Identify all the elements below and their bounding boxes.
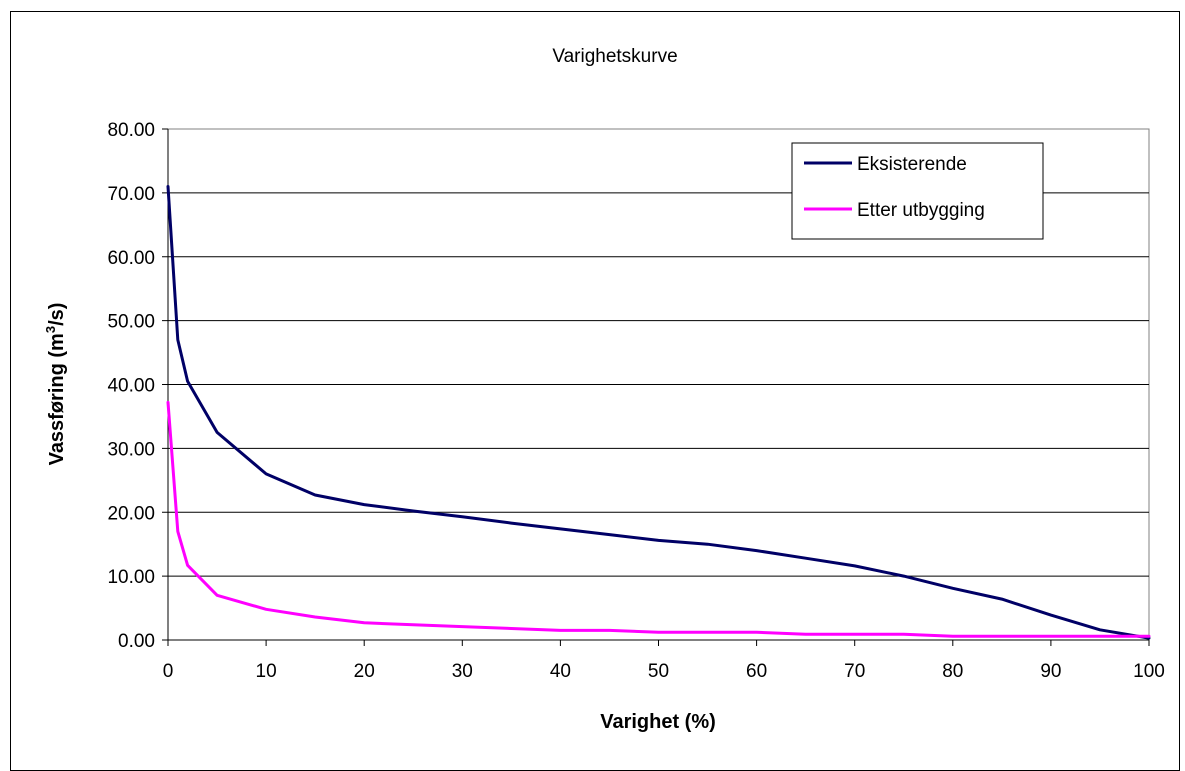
- series-line-1: [166, 400, 1151, 638]
- y-axis-title: Vassføring (m3/s): [43, 303, 68, 466]
- x-tick-label-3: 30: [452, 661, 473, 682]
- x-tick-label-6: 60: [746, 661, 767, 682]
- chart-frame: Varighetskurve 0.00 10.00 20.00 30.00 40.00 5…: [10, 11, 1180, 771]
- x-tick-label-4: 40: [550, 661, 571, 682]
- y-tick-label-3: 30.00: [107, 439, 155, 460]
- y-tick-label-7: 70.00: [107, 184, 155, 205]
- legend-label-eksisterende: Eksisterende: [857, 154, 967, 175]
- y-tick-label-6: 60.00: [107, 248, 155, 269]
- x-tick-label-8: 80: [942, 661, 963, 682]
- y-axis-title-main: Vassføring (m: [46, 333, 68, 465]
- y-tick-label-8: 80.00: [107, 120, 155, 141]
- y-tick-label-2: 20.00: [107, 503, 155, 524]
- series-lines: [166, 185, 1151, 640]
- chart-title: Varighetskurve: [552, 46, 677, 67]
- y-axis-title-tail: /s): [46, 303, 68, 326]
- x-tick-label-7: 70: [844, 661, 865, 682]
- legend-label-etter-utbygging: Etter utbygging: [857, 200, 985, 221]
- legend: Eksisterende Etter utbygging: [791, 142, 1044, 240]
- x-axis-title: Varighet (%): [600, 711, 716, 733]
- legend-box: [791, 142, 1044, 240]
- x-tick-labels: 0 10 20 30 40 50 60 70 80 90 100: [163, 661, 1165, 682]
- y-tick-label-5: 50.00: [107, 312, 155, 333]
- x-tick-label-1: 10: [256, 661, 277, 682]
- y-tick-label-0: 0.00: [118, 631, 155, 652]
- y-tick-label-1: 10.00: [107, 567, 155, 588]
- x-tick-label-9: 90: [1040, 661, 1061, 682]
- axes: [162, 128, 1150, 646]
- x-tick-label-10: 100: [1133, 661, 1165, 682]
- y-axis-title-sup: 3: [43, 326, 58, 333]
- x-tick-label-5: 50: [648, 661, 669, 682]
- x-tick-label-2: 20: [354, 661, 375, 682]
- chart-svg: Varighetskurve 0.00 10.00 20.00 30.00 40.00 5…: [43, 46, 1165, 733]
- y-tick-labels: 0.00 10.00 20.00 30.00 40.00 50.00 60.00 70.00 8…: [107, 120, 155, 652]
- x-tick-label-0: 0: [163, 661, 174, 682]
- y-tick-label-4: 40.00: [107, 376, 155, 397]
- series-line-0: [166, 185, 1151, 640]
